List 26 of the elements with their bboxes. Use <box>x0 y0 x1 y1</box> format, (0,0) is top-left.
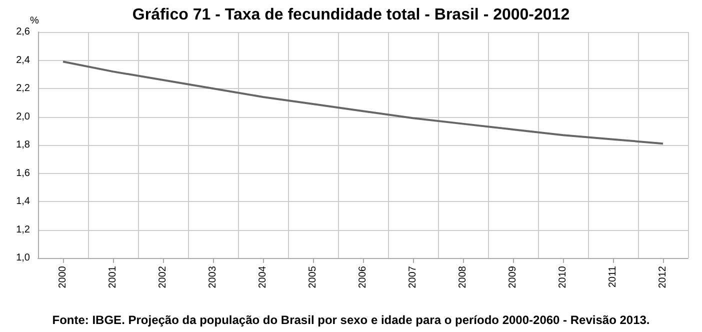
x-tick-label: 2002 <box>158 266 168 288</box>
y-tick-label: 1,6 <box>16 168 30 179</box>
x-tick-label: 2000 <box>58 266 68 288</box>
x-tick-label: 2009 <box>508 266 518 288</box>
x-tick-label: 2004 <box>258 266 268 288</box>
y-tick-label: 2,2 <box>16 83 30 94</box>
y-tick-label: 1,8 <box>16 140 30 150</box>
x-tick-label: 2011 <box>608 266 618 288</box>
x-tick-label: 2006 <box>358 266 368 288</box>
y-tick-label: 2,6 <box>16 26 30 38</box>
x-tick-label: 2007 <box>408 266 418 288</box>
y-tick-label: 1,4 <box>16 196 30 207</box>
y-axis-title: % <box>30 16 39 26</box>
x-tick-label: 2012 <box>658 266 668 288</box>
chart-title: Gráfico 71 - Taxa de fecundidade total - Brasil - 2000-2012 <box>132 6 570 24</box>
x-tick-label: 2005 <box>308 266 318 288</box>
y-tick-label: 1,0 <box>16 252 30 264</box>
y-tick-label: 2,0 <box>16 111 30 122</box>
y-tick-label: 2,4 <box>16 54 30 66</box>
y-tick-label: 1,2 <box>16 224 30 236</box>
line-series <box>62 60 664 145</box>
x-tick-label: 2008 <box>458 266 468 288</box>
source-note: Fonte: IBGE. Projeção da população do Brasil por sexo e idade para o período 2000-2060 - Revisão 2013. <box>52 313 650 327</box>
x-tick-label: 2010 <box>558 266 568 288</box>
x-tick-label: 2003 <box>208 266 218 288</box>
x-tick-label: 2001 <box>108 266 118 288</box>
